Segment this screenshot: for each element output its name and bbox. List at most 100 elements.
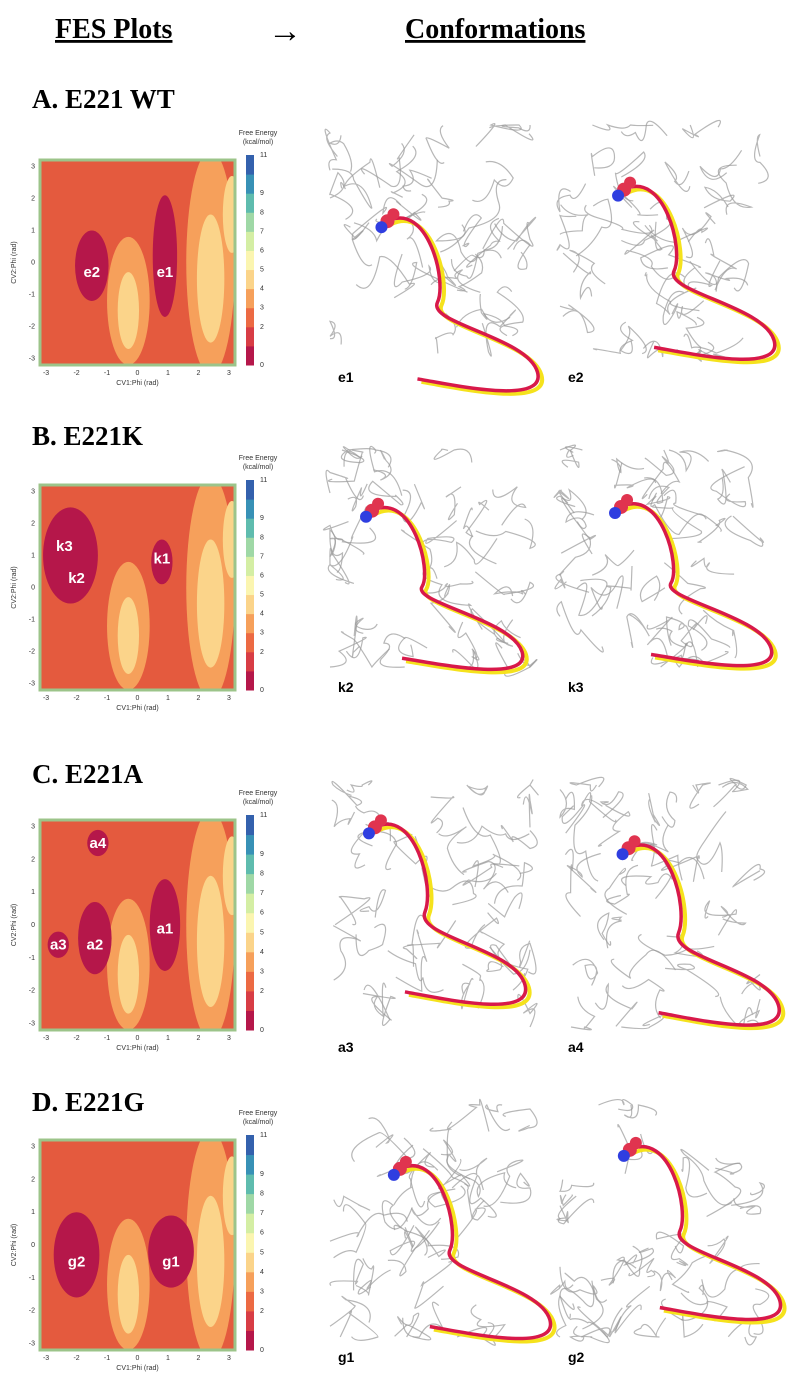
ribbon <box>517 779 539 799</box>
ribbon <box>665 963 720 998</box>
ribbon <box>327 547 355 585</box>
ribbon <box>733 1198 762 1215</box>
colorbar-title: Free Energy <box>239 790 278 797</box>
ribbon <box>351 197 402 241</box>
colorbar-cell <box>246 575 254 596</box>
y-tick-label: 3 <box>31 163 35 170</box>
ribbon <box>572 958 599 986</box>
ribbon <box>741 974 761 995</box>
conformation-label: a3 <box>338 1039 354 1055</box>
ribbon <box>472 160 514 202</box>
ribbon <box>466 784 489 796</box>
colorbar-tick: 4 <box>260 286 264 293</box>
ribbon <box>653 1269 677 1292</box>
residue-atom <box>624 176 637 189</box>
ribbon <box>462 507 497 565</box>
ribbon <box>614 462 657 489</box>
colorbar-cell <box>246 594 254 615</box>
y-tick-label: -3 <box>29 1340 35 1347</box>
ribbon <box>452 649 479 669</box>
ribbon <box>655 627 699 668</box>
protein-structure <box>329 1098 557 1346</box>
colorbar-tick: 5 <box>260 267 264 274</box>
ribbon <box>689 259 750 292</box>
ribbon <box>465 1171 517 1198</box>
y-tick-label: -3 <box>29 681 35 688</box>
ribbon <box>710 466 747 508</box>
ribbon <box>621 978 665 1019</box>
ribbon <box>644 449 675 477</box>
colorbar-title: (kcal/mol) <box>243 139 273 146</box>
colorbar-tick: 7 <box>260 228 264 235</box>
colorbar-cell <box>246 250 254 271</box>
ribbon <box>425 125 450 164</box>
ribbon <box>561 804 586 834</box>
ribbon <box>559 1280 595 1310</box>
ribbon <box>340 631 391 669</box>
ribbon <box>643 844 683 881</box>
ribbon <box>422 520 457 547</box>
colorbar-cell <box>246 971 254 992</box>
basin-label: k2 <box>68 570 85 587</box>
basin-region <box>43 507 98 604</box>
ribbon <box>502 1108 538 1132</box>
ribbon <box>347 483 368 512</box>
colorbar-tick: 11 <box>260 812 267 819</box>
ribbon <box>569 1318 610 1344</box>
colorbar-cell <box>246 1232 254 1253</box>
ribbon <box>389 1225 416 1256</box>
contour <box>40 1140 235 1350</box>
ribbon <box>553 489 575 514</box>
loop-red <box>620 502 774 668</box>
contour <box>40 485 235 690</box>
ribbon <box>584 204 653 234</box>
colorbar-cell <box>246 307 254 328</box>
protein-structure <box>324 123 544 396</box>
ribbon <box>373 449 392 481</box>
y-tick-label: 0 <box>31 1242 35 1249</box>
ribbon <box>556 1205 569 1224</box>
residue-atom <box>387 1168 400 1181</box>
ribbon <box>519 940 537 975</box>
contour-level <box>222 501 235 578</box>
ribbon <box>609 1307 623 1338</box>
ribbon <box>404 261 468 293</box>
residue-atom <box>612 189 625 202</box>
colorbar-tick: 9 <box>260 851 264 858</box>
conformation-label: a4 <box>568 1039 584 1055</box>
ribbon <box>590 575 624 610</box>
ribbon <box>462 807 520 867</box>
contour-level <box>117 934 140 1014</box>
colorbar-cell <box>246 212 254 232</box>
ribbon <box>717 164 754 215</box>
colorbar-cell <box>246 834 254 855</box>
basin-label: a4 <box>90 835 107 852</box>
y-tick-label: 0 <box>31 922 35 929</box>
ribbon <box>724 515 765 547</box>
ribbon <box>598 1098 634 1112</box>
x-tick-label: 0 <box>136 370 140 377</box>
ribbon <box>438 826 467 876</box>
ribbon <box>662 290 684 325</box>
ribbon <box>457 621 480 661</box>
loop-red <box>386 216 540 393</box>
ribbon <box>644 477 671 504</box>
colorbar-cell <box>246 480 254 500</box>
colorbar-cell <box>246 1154 254 1175</box>
ribbon <box>559 444 580 468</box>
x-tick-label: -2 <box>73 1035 79 1042</box>
ribbon <box>648 793 661 827</box>
ribbon <box>665 616 687 646</box>
ribbon <box>390 145 417 198</box>
ribbon <box>611 457 645 474</box>
ribbon <box>482 312 519 337</box>
colorbar-cell <box>246 912 254 933</box>
loop-red <box>627 843 781 1027</box>
ribbon <box>425 580 474 594</box>
basin-label: e1 <box>157 264 174 281</box>
ribbon <box>604 867 628 915</box>
colorbar-tick: 6 <box>260 247 264 254</box>
ribbon <box>493 619 521 647</box>
colorbar-tick: 0 <box>260 362 264 369</box>
loop-yellow <box>631 846 786 1031</box>
